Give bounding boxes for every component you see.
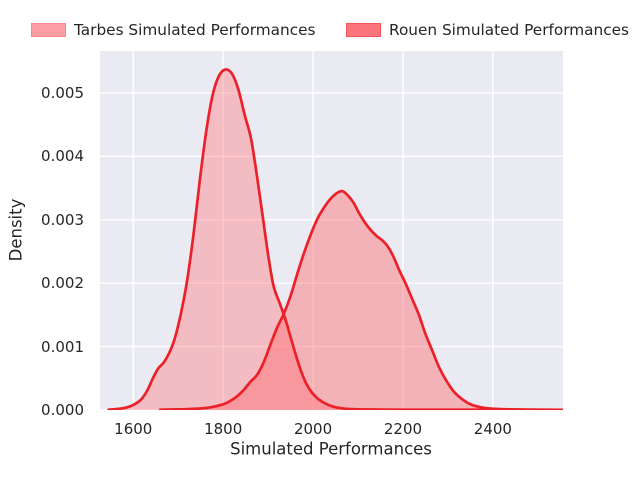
tarbes-density-line (107, 68, 563, 410)
tarbes-density-fill (108, 69, 563, 410)
x-tick-label: 2000 (293, 420, 333, 438)
tarbes-color-patch-icon (31, 23, 66, 37)
x-tick-label: 1800 (204, 420, 243, 438)
y-tick-label: 0.005 (41, 83, 84, 102)
rouen-color-patch-icon (346, 23, 381, 37)
y-axis-label: Density (6, 198, 26, 262)
plot-area (100, 51, 563, 410)
y-tick-label: 0.000 (41, 401, 84, 419)
kde-chart (100, 51, 563, 410)
x-tick-label: 2400 (473, 420, 512, 438)
rouen-density-fill (160, 191, 563, 410)
legend-item-rouen: Rouen Simulated Performances (346, 21, 630, 39)
rouen-legend-label: Rouen Simulated Performances (389, 21, 630, 39)
y-tick-label: 0.002 (41, 274, 84, 293)
x-tick-label: 1600 (114, 420, 153, 438)
x-tick-label: 2200 (383, 420, 423, 438)
y-tick-label: 0.003 (41, 210, 84, 229)
rouen-density-line (158, 189, 563, 410)
y-tick-label: 0.001 (41, 337, 84, 356)
tarbes-legend-label: Tarbes Simulated Performances (74, 21, 316, 39)
y-tick-label: 0.004 (41, 147, 84, 166)
x-axis-label: Simulated Performances (230, 439, 432, 459)
legend-item-tarbes: Tarbes Simulated Performances (31, 21, 316, 39)
